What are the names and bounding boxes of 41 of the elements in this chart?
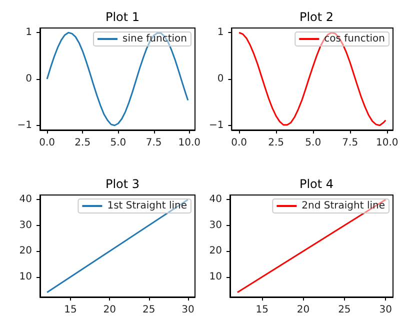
x-tick-label: 5.0 <box>305 138 322 148</box>
x-tick-label: 10.0 <box>178 138 201 148</box>
y-tick-label: 40 <box>19 194 32 206</box>
x-tick-label: 15 <box>64 304 77 316</box>
y-tick-label: 1 <box>26 27 32 38</box>
x-tick-label: 0.0 <box>39 138 55 148</box>
legend-label: cos function <box>324 34 386 44</box>
chart-title: Plot 2 <box>299 10 334 24</box>
line-series <box>46 32 189 126</box>
x-tick-label: 2.5 <box>268 138 284 148</box>
x-tick-label: 2.5 <box>74 138 91 148</box>
x-tick-label: 5.0 <box>110 138 126 148</box>
line-series <box>238 32 386 126</box>
x-tick-label: 7.5 <box>342 138 358 148</box>
y-tick-label: 30 <box>19 220 32 231</box>
x-tick-label: 7.5 <box>146 138 162 148</box>
y-tick-label: 0 <box>26 74 32 84</box>
y-tick-label: 20 <box>209 246 222 257</box>
y-tick-label: −1 <box>208 120 224 131</box>
legend-label: sine function <box>122 34 188 44</box>
x-tick-label: 15 <box>256 304 268 316</box>
chart-title: Plot 1 <box>105 10 140 24</box>
x-tick-label: 0.0 <box>231 138 248 148</box>
y-tick-label: 10 <box>209 271 222 282</box>
legend-label: 1st Straight line <box>107 200 188 212</box>
y-tick-label: 0 <box>217 74 224 84</box>
y-tick-label: 10 <box>19 271 32 282</box>
y-tick-label: 30 <box>209 220 222 231</box>
y-tick-label: 1 <box>217 27 224 38</box>
x-tick-label: 25 <box>142 304 156 316</box>
x-tick-label: 20 <box>296 304 310 316</box>
chart-title: Plot 3 <box>105 177 140 191</box>
x-tick-label: 20 <box>103 304 116 316</box>
x-tick-label: 30 <box>182 304 194 316</box>
x-tick-label: 30 <box>379 304 392 316</box>
y-tick-label: −1 <box>17 120 32 131</box>
x-tick-label: 25 <box>338 304 351 316</box>
chart-title: Plot 4 <box>299 177 334 191</box>
y-tick-label: 40 <box>209 194 222 206</box>
x-tick-label: 10.0 <box>376 138 398 148</box>
y-tick-label: 20 <box>19 246 32 257</box>
